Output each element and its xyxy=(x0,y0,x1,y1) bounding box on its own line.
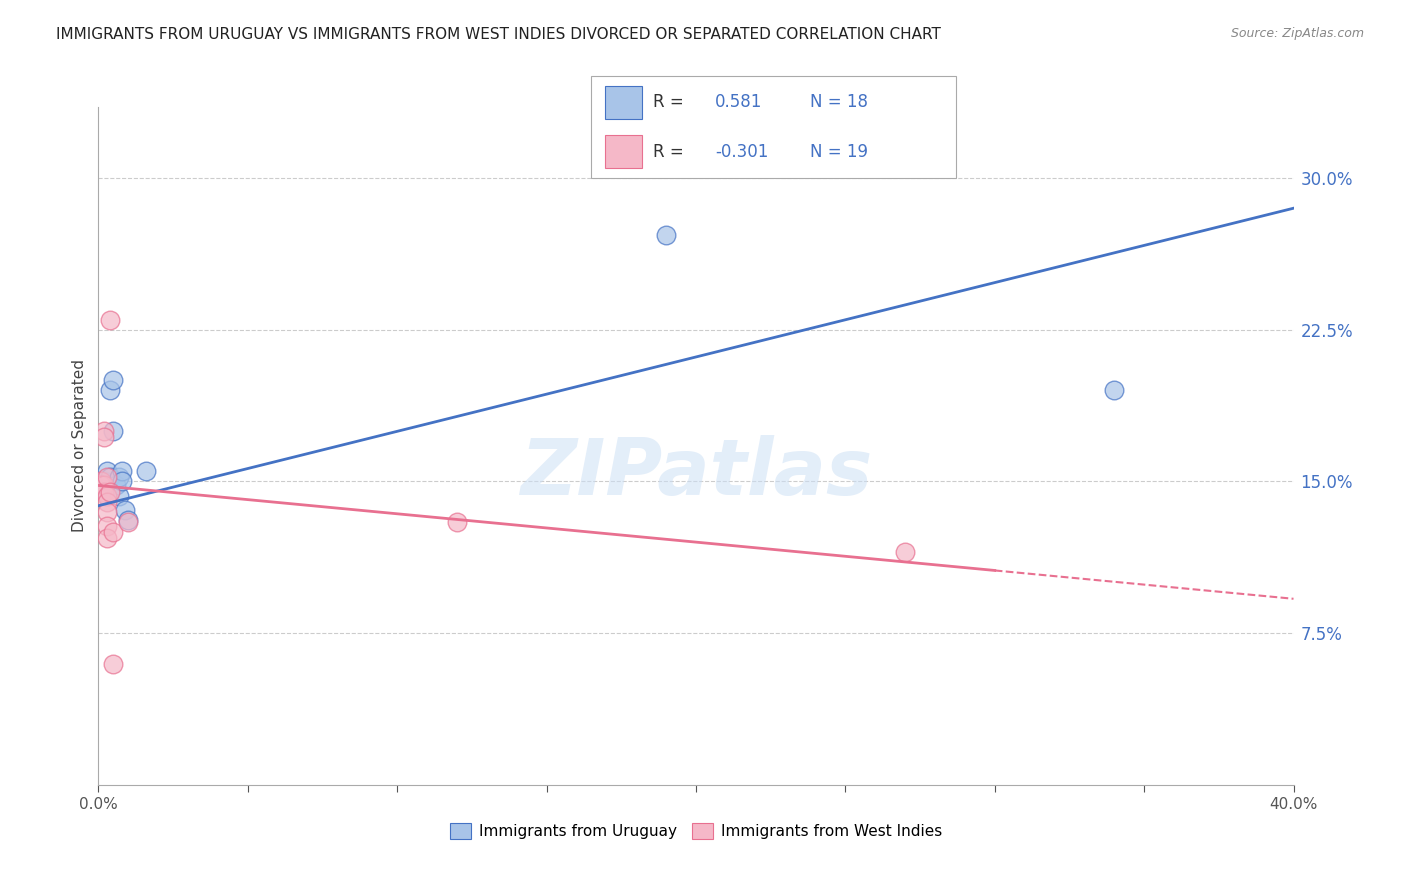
Point xyxy=(103,657,125,671)
Point xyxy=(90,475,112,489)
Point xyxy=(98,384,122,398)
Text: Source: ZipAtlas.com: Source: ZipAtlas.com xyxy=(1230,27,1364,40)
Point xyxy=(96,470,118,484)
Text: IMMIGRANTS FROM URUGUAY VS IMMIGRANTS FROM WEST INDIES DIVORCED OR SEPARATED COR: IMMIGRANTS FROM URUGUAY VS IMMIGRANTS FR… xyxy=(56,27,941,42)
Point xyxy=(93,484,115,499)
Point xyxy=(103,524,125,539)
Point xyxy=(96,494,118,508)
FancyBboxPatch shape xyxy=(591,76,956,178)
Point xyxy=(96,519,118,533)
Text: N = 18: N = 18 xyxy=(810,94,868,112)
Text: ZIPatlas: ZIPatlas xyxy=(520,435,872,511)
Legend: Immigrants from Uruguay, Immigrants from West Indies: Immigrants from Uruguay, Immigrants from… xyxy=(443,817,949,845)
Text: 0.581: 0.581 xyxy=(714,94,762,112)
Point xyxy=(93,424,115,438)
Point xyxy=(135,464,157,478)
Text: -0.301: -0.301 xyxy=(714,143,768,161)
Point xyxy=(96,505,118,519)
Point xyxy=(117,515,139,529)
Point xyxy=(105,478,128,492)
Point xyxy=(98,312,122,326)
Point xyxy=(111,464,134,478)
Point xyxy=(93,430,115,444)
Point xyxy=(93,475,115,489)
Point xyxy=(98,470,122,484)
Point xyxy=(98,484,122,499)
Y-axis label: Divorced or Separated: Divorced or Separated xyxy=(72,359,87,533)
Point xyxy=(111,475,134,489)
Point xyxy=(93,478,115,492)
Text: N = 19: N = 19 xyxy=(810,143,868,161)
Point xyxy=(96,489,118,503)
Point xyxy=(446,515,468,529)
Point xyxy=(108,489,131,503)
Point xyxy=(117,513,139,527)
Text: R =: R = xyxy=(652,94,689,112)
Point xyxy=(90,478,112,492)
FancyBboxPatch shape xyxy=(605,87,641,119)
Point xyxy=(655,227,678,242)
Point xyxy=(103,424,125,438)
Text: R =: R = xyxy=(652,143,689,161)
Point xyxy=(103,373,125,387)
Point xyxy=(1104,384,1126,398)
Point xyxy=(96,464,118,478)
FancyBboxPatch shape xyxy=(605,136,641,168)
Point xyxy=(894,545,917,559)
Point xyxy=(90,478,112,492)
Point xyxy=(96,531,118,545)
Point xyxy=(96,489,118,503)
Point xyxy=(114,502,136,516)
Point xyxy=(108,470,131,484)
